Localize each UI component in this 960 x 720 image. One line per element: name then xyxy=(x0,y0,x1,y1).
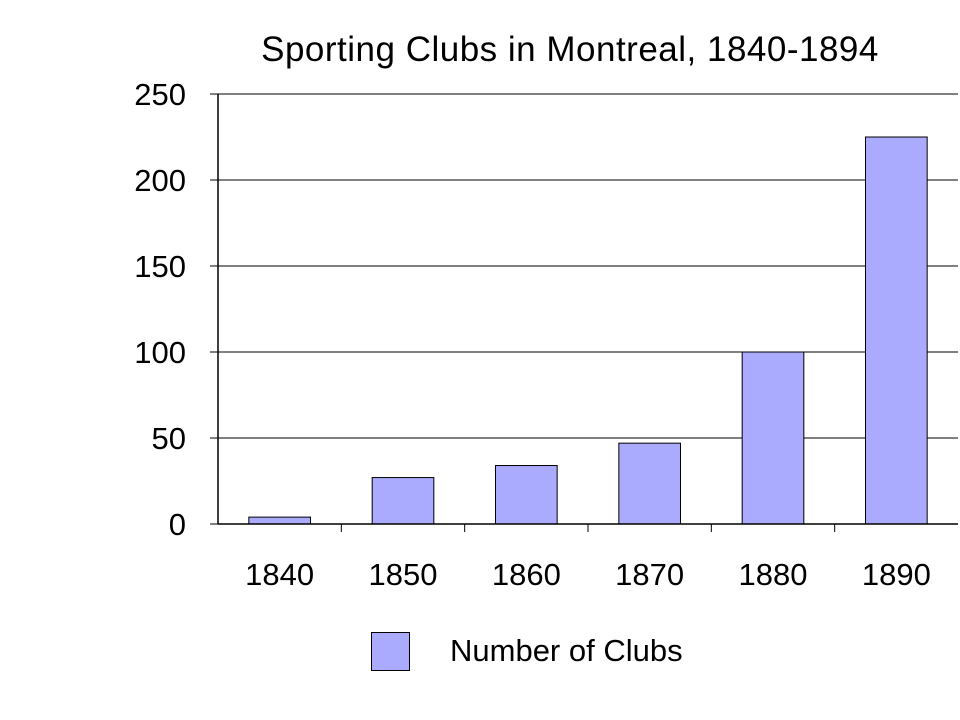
bar-1840 xyxy=(248,516,311,525)
bar-1850 xyxy=(371,477,435,525)
y-tick-label: 150 xyxy=(134,249,186,284)
y-tick-label: 200 xyxy=(134,163,186,198)
x-tick-label: 1870 xyxy=(615,557,684,592)
x-tick-label: 1880 xyxy=(739,557,808,592)
y-tick-label: 50 xyxy=(152,421,186,456)
x-tick-label: 1860 xyxy=(492,557,561,592)
legend: Number of Clubs xyxy=(371,630,683,672)
axes xyxy=(210,93,958,532)
x-tick-labels: 1840 1850 1860 1870 1880 1890 xyxy=(245,557,931,592)
y-tick-label: 100 xyxy=(134,335,186,370)
legend-swatch xyxy=(371,631,410,671)
x-tick-label: 1850 xyxy=(369,557,438,592)
gridlines xyxy=(218,93,958,439)
legend-label: Number of Clubs xyxy=(450,633,683,668)
bars xyxy=(248,136,928,525)
y-tick-label: 0 xyxy=(169,507,186,542)
bar-1870 xyxy=(618,442,681,525)
bar-1860 xyxy=(495,465,558,525)
y-tick-labels: 0 50 100 150 200 250 xyxy=(134,77,186,542)
chart-title: Sporting Clubs in Montreal, 1840-1894 xyxy=(261,30,879,69)
y-tick-label: 250 xyxy=(134,77,186,112)
bar-1890 xyxy=(865,136,928,525)
x-tick-label: 1840 xyxy=(245,557,314,592)
x-tick-label: 1890 xyxy=(862,557,931,592)
bar-1880 xyxy=(741,351,805,525)
